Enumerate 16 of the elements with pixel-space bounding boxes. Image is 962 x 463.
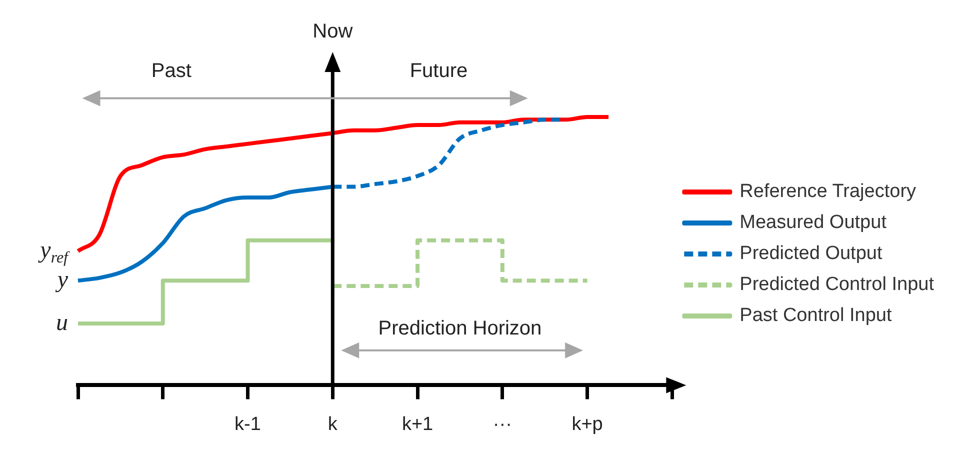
x-tick-label: k+1 xyxy=(402,414,434,435)
legend-label: Predicted Control Input xyxy=(740,274,935,296)
annotation: Prediction Horizon xyxy=(378,317,542,340)
text: Past xyxy=(151,60,192,82)
text: Future xyxy=(410,60,468,82)
text: y xyxy=(55,266,68,293)
x-tick-label: k-1 xyxy=(234,414,261,435)
legend-label: Predicted Output xyxy=(740,243,883,264)
ref-line-label: Now xyxy=(312,20,354,43)
x-tick-label: k+p xyxy=(572,414,603,435)
legend-label: Reference Trajectory xyxy=(740,181,917,202)
x-tick-label: k xyxy=(328,414,338,435)
x-tick-label: ··· xyxy=(492,414,512,435)
legend-label: Measured Output xyxy=(740,212,888,234)
text: u xyxy=(56,310,68,336)
legend-label: Past Control Input xyxy=(740,305,892,326)
